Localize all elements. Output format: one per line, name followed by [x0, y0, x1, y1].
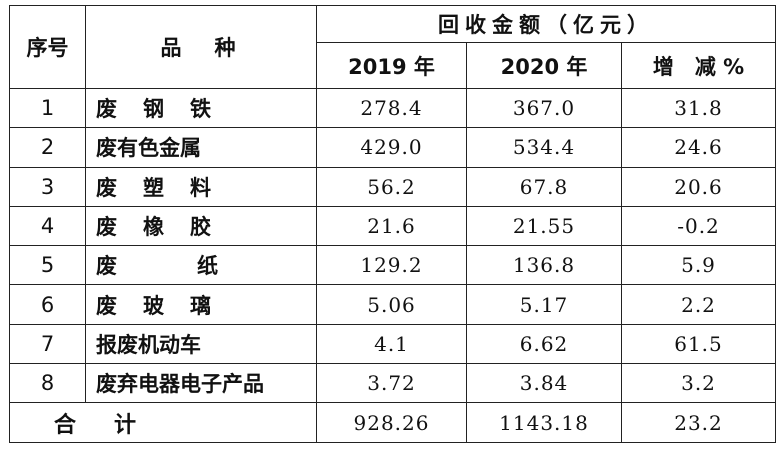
table-row: 2 废有色金属 429.0 534.4 24.6: [9, 127, 777, 168]
row-category: 废塑料: [85, 166, 317, 207]
row-category: 废纸: [85, 245, 317, 286]
row-value-2020: 136.8: [466, 245, 622, 286]
row-change: 31.8: [620, 87, 777, 129]
row-value-2020: 5.17: [466, 284, 622, 325]
total-change: 23.2: [620, 402, 777, 444]
row-change: 24.6: [620, 127, 777, 168]
row-value-2020: 67.8: [466, 166, 622, 207]
row-value-2020: 3.84: [466, 363, 622, 404]
row-category: 废弃电器电子产品: [85, 363, 317, 404]
table-row: 6 废玻璃 5.06 5.17 2.2: [9, 284, 777, 325]
recycling-amount-table: 序号 品 种 回收金额（亿元） 2019 年 2020 年 增 减 % 1 废钢铁…: [9, 5, 777, 444]
row-number: 3: [9, 166, 86, 207]
row-number: 6: [9, 284, 86, 325]
table-row: 5 废纸 129.2 136.8 5.9: [9, 245, 777, 286]
row-category: 废橡胶: [85, 205, 317, 247]
row-category: 废玻璃: [85, 284, 317, 325]
header-seq: 序号: [9, 5, 86, 89]
row-category: 废钢铁: [85, 87, 317, 129]
total-row: 合计 928.26 1143.18 23.2: [9, 402, 777, 444]
table-row: 1 废钢铁 278.4 367.0 31.8: [9, 87, 777, 129]
header-amount-group: 回收金额（亿元）: [315, 5, 777, 43]
row-number: 1: [9, 87, 86, 129]
table-row: 3 废塑料 56.2 67.8 20.6: [9, 166, 777, 207]
row-value-2019: 4.1: [316, 323, 467, 365]
total-label: 合计: [9, 402, 317, 444]
row-change: 2.2: [620, 284, 777, 325]
header-category: 品 种: [85, 5, 317, 89]
row-number: 5: [9, 245, 86, 286]
row-value-2019: 129.2: [316, 245, 467, 286]
row-value-2020: 367.0: [466, 87, 622, 129]
row-number: 7: [9, 323, 86, 365]
header-year-2020: 2020 年: [466, 42, 622, 89]
row-value-2020: 21.55: [466, 205, 622, 247]
row-category: 报废机动车: [85, 323, 317, 365]
header-change: 增 减 %: [620, 42, 777, 89]
row-value-2020: 534.4: [466, 127, 622, 168]
row-number: 4: [9, 205, 86, 247]
total-2020: 1143.18: [466, 402, 622, 444]
row-change: 5.9: [620, 245, 777, 286]
row-value-2019: 21.6: [316, 205, 467, 247]
row-change: 61.5: [620, 323, 777, 365]
total-2019: 928.26: [316, 402, 467, 444]
header-row-sub: 2019 年 2020 年 增 减 %: [10, 42, 777, 89]
table-row: 7 报废机动车 4.1 6.62 61.5: [9, 323, 777, 365]
row-change: 3.2: [620, 363, 777, 404]
row-value-2019: 3.72: [316, 363, 467, 404]
row-value-2019: 56.2: [316, 166, 467, 207]
row-value-2019: 278.4: [316, 87, 467, 129]
header-year-2019: 2019 年: [316, 42, 467, 89]
table-row: 8 废弃电器电子产品 3.72 3.84 3.2: [9, 363, 777, 404]
header-row-top: 序号 品 种 回收金额（亿元）: [9, 5, 777, 89]
row-category: 废有色金属: [85, 127, 317, 168]
row-change: 20.6: [620, 166, 777, 207]
row-number: 2: [9, 127, 86, 168]
row-value-2019: 5.06: [316, 284, 467, 325]
row-value-2019: 429.0: [316, 127, 467, 168]
row-number: 8: [9, 363, 86, 404]
table-row: 4 废橡胶 21.6 21.55 -0.2: [9, 205, 777, 247]
row-change: -0.2: [620, 205, 777, 247]
row-value-2020: 6.62: [466, 323, 622, 365]
